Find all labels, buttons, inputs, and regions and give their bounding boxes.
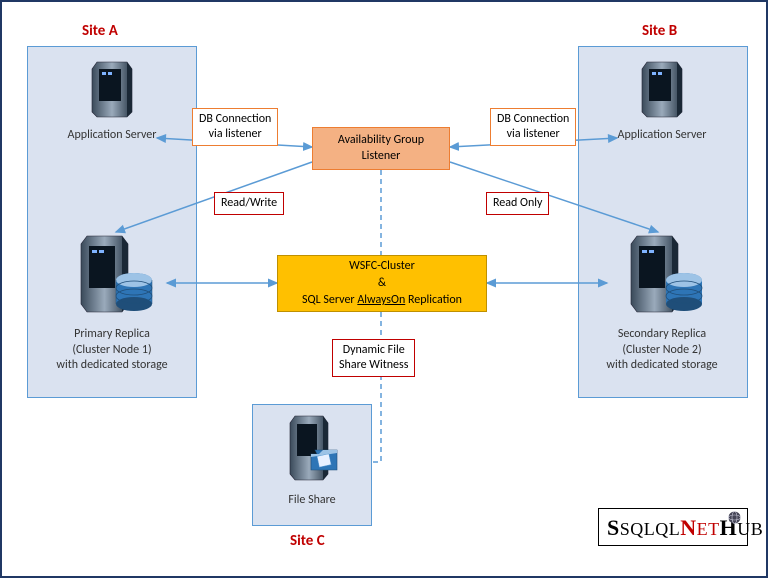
site-b-label: Site B — [642, 22, 677, 40]
db-conn-b-tag: DB Connection via listener — [490, 108, 576, 146]
witness-line2: Share Witness — [339, 358, 408, 373]
logo-sql: SQL — [620, 519, 656, 539]
secondary-line3: with dedicated storage — [582, 358, 742, 374]
file-server-icon — [277, 412, 347, 484]
logo: SSQLQLNETHUB — [598, 508, 748, 546]
read-only-text: Read Only — [493, 196, 542, 210]
file-share-label: File Share — [257, 493, 367, 509]
site-a-label: Site A — [82, 22, 118, 40]
wsfc-box: WSFC-Cluster & SQL Server AlwaysOn Repli… — [277, 255, 487, 312]
ag-listener-box: Availability Group Listener — [312, 127, 450, 170]
primary-line3: with dedicated storage — [32, 358, 192, 374]
db-conn-b-line2: via listener — [497, 127, 569, 142]
wsfc-line3: SQL Server AlwaysOn Replication — [302, 292, 462, 309]
app-server-a-label: Application Server — [42, 128, 182, 144]
wsfc-line1: WSFC-Cluster — [302, 258, 462, 275]
db-conn-a-tag: DB Connection via listener — [192, 108, 278, 146]
ag-listener-line2: Listener — [338, 149, 424, 165]
db-server-icon — [612, 232, 712, 318]
primary-line1: Primary Replica — [32, 327, 192, 343]
file-share: File Share — [257, 412, 367, 509]
logo-s: S — [607, 515, 620, 540]
read-write-text: Read/Write — [221, 196, 277, 210]
db-conn-a-line2: via listener — [199, 127, 271, 142]
db-conn-a-line1: DB Connection — [199, 112, 271, 127]
witness-line1: Dynamic File — [339, 343, 408, 358]
read-write-tag: Read/Write — [214, 192, 284, 215]
ag-listener-line1: Availability Group — [338, 133, 424, 149]
db-conn-b-line1: DB Connection — [497, 112, 569, 127]
witness-tag: Dynamic File Share Witness — [332, 339, 415, 377]
secondary-line2: (Cluster Node 2) — [582, 343, 742, 359]
secondary-line1: Secondary Replica — [582, 327, 742, 343]
primary-line2: (Cluster Node 1) — [32, 343, 192, 359]
app-server-a: Application Server — [42, 57, 182, 144]
site-c-label: Site C — [290, 532, 325, 550]
server-icon — [627, 57, 697, 119]
wsfc-line2: & — [302, 275, 462, 292]
app-server-b: Application Server — [592, 57, 732, 144]
globe-icon — [728, 511, 741, 524]
diagram-canvas: Site A Site B Site C — [0, 0, 768, 578]
read-only-tag: Read Only — [486, 192, 549, 215]
server-icon — [77, 57, 147, 119]
app-server-b-label: Application Server — [592, 128, 732, 144]
secondary-replica: Secondary Replica (Cluster Node 2) with … — [582, 232, 742, 374]
primary-replica: Primary Replica (Cluster Node 1) with de… — [32, 232, 192, 374]
db-server-icon — [62, 232, 162, 318]
